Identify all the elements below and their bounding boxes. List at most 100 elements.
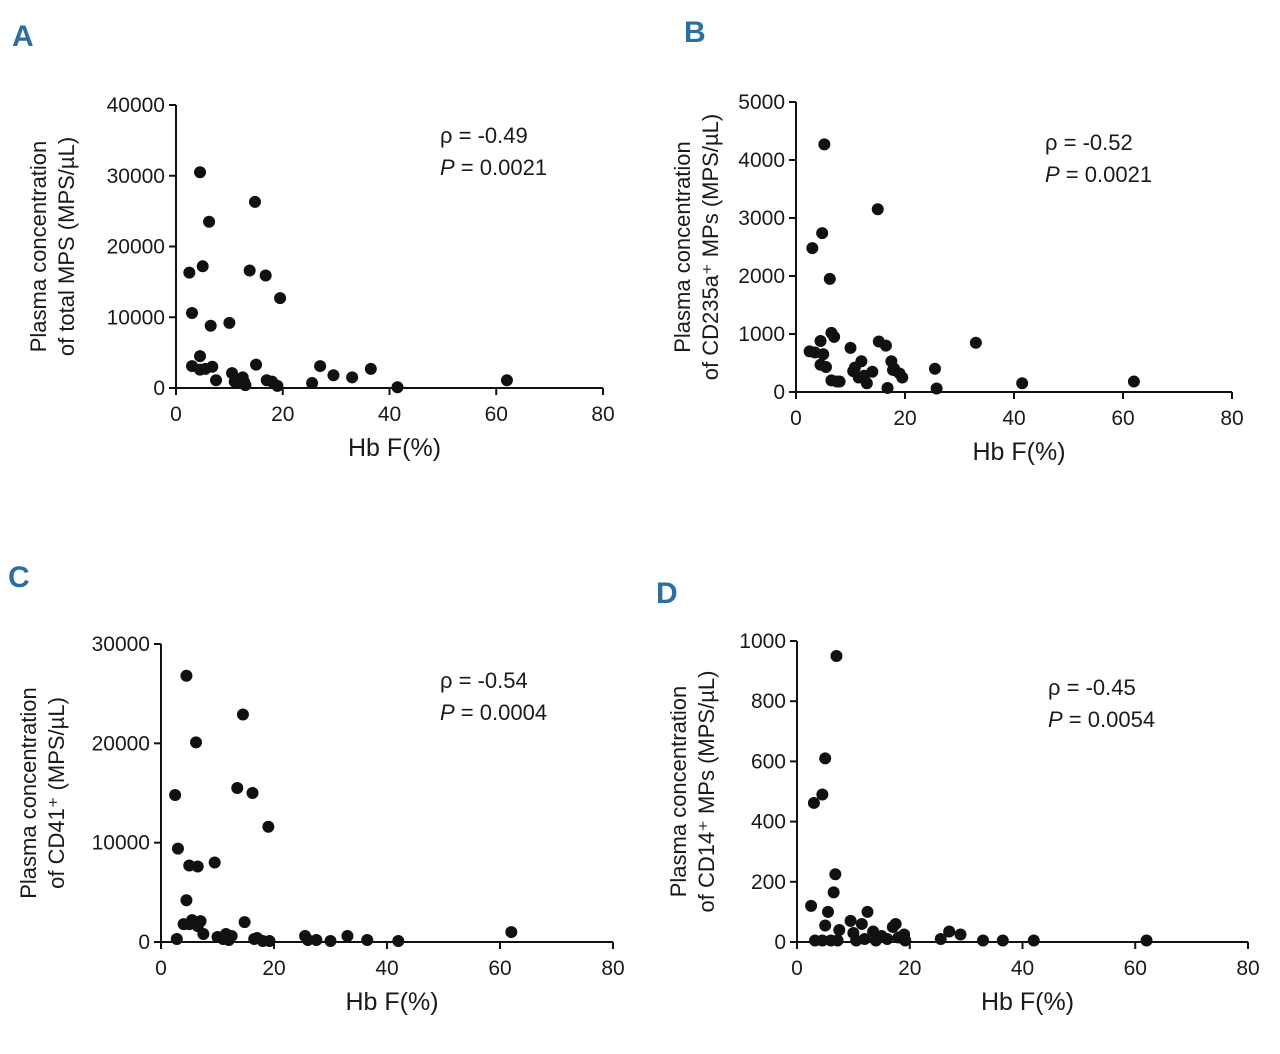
stat-p-number: = 0.0021 (455, 155, 547, 180)
y-axis-title: Plasma concentration of CD41⁺ (MPS/µL) (16, 687, 69, 899)
y-tick-label: 400 (751, 811, 786, 834)
stat-p-number: = 0.0004 (455, 700, 547, 725)
data-point (206, 360, 219, 373)
data-point (833, 375, 846, 388)
data-point (191, 860, 204, 873)
data-point (250, 358, 263, 371)
data-point (816, 934, 829, 947)
y-tick-label: 3000 (738, 207, 785, 230)
data-point (930, 382, 943, 395)
x-tick-label: 0 (791, 957, 803, 980)
data-point (1027, 934, 1040, 947)
data-point (860, 377, 873, 390)
y-tick-label: 5000 (738, 91, 785, 114)
data-point (866, 365, 879, 378)
x-tick-label: 40 (1002, 407, 1025, 430)
x-tick-label: 80 (1220, 407, 1243, 430)
data-point (806, 242, 819, 255)
data-point (858, 932, 871, 945)
data-point (208, 856, 221, 869)
data-point (238, 916, 251, 929)
stat-p-label: P (440, 700, 455, 725)
data-point (327, 369, 340, 382)
data-point (899, 934, 912, 947)
data-point (391, 381, 404, 394)
x-tick-label: 20 (262, 957, 285, 980)
data-point (310, 934, 323, 947)
x-tick-label: 40 (378, 403, 401, 426)
y-tick-label: 40000 (107, 94, 165, 117)
data-point (805, 899, 818, 912)
y-tick-label: 1000 (738, 323, 785, 346)
data-point (1140, 934, 1153, 947)
x-tick-label: 60 (1124, 957, 1147, 980)
stat-rho: ρ = -0.45 (1048, 675, 1136, 700)
scatter-panel-c: C 0 20 40 60 80 0 10000 20000 30000 Hb F(%) Plasma … (8, 561, 625, 1016)
y-tick-label: 4000 (738, 149, 785, 172)
data-point (819, 752, 832, 765)
data-point (274, 292, 287, 305)
data-point (361, 934, 374, 947)
data-point (197, 928, 210, 941)
y-tick-label: 30000 (92, 633, 150, 656)
data-point (225, 930, 238, 943)
stat-p-label: P (440, 155, 455, 180)
data-point (183, 266, 196, 279)
stat-p-number: = 0.0021 (1060, 162, 1152, 187)
data-point (500, 374, 513, 387)
data-point (889, 917, 902, 930)
data-point (879, 339, 892, 352)
stat-p-value: P = 0.0021 (440, 155, 547, 180)
y-axis-title-line2: of CD41⁺ (MPS/µL) (44, 697, 69, 889)
data-point (243, 264, 256, 277)
data-point (246, 787, 259, 799)
x-tick-label: 0 (790, 407, 802, 430)
y-tick-label: 800 (751, 690, 786, 713)
data-point (392, 935, 405, 948)
data-point (324, 935, 337, 948)
data-point (170, 933, 183, 946)
data-point (830, 650, 843, 663)
data-point (881, 381, 894, 394)
data-point (823, 272, 836, 285)
data-point (816, 227, 829, 240)
data-point (210, 374, 223, 387)
y-tick-label: 10000 (92, 832, 150, 855)
stat-p-label: P (1048, 707, 1063, 732)
data-point (871, 203, 884, 216)
x-axis-title: Hb F(%) (348, 434, 441, 462)
data-point (231, 782, 244, 795)
x-tick-label: 80 (601, 957, 624, 980)
data-point (934, 932, 947, 945)
data-point (186, 307, 199, 320)
y-axis-title-line2: of total MPS (MPS/µL) (54, 137, 79, 356)
data-point (301, 934, 314, 947)
data-point (833, 923, 846, 936)
data-point (239, 379, 252, 392)
data-point (271, 379, 284, 392)
data-point (346, 371, 359, 384)
x-axis-title: Hb F(%) (345, 988, 438, 1016)
stat-p-value: P = 0.0021 (1045, 162, 1152, 187)
y-axis-title: Plasma concentration of CD235a⁺ MPs (MPS/… (670, 114, 723, 380)
stat-p-number: = 0.0054 (1063, 707, 1155, 732)
data-point (180, 669, 193, 682)
y-tick-label: 0 (773, 381, 785, 404)
x-tick-label: 20 (893, 407, 916, 430)
data-point (1127, 375, 1140, 388)
data-point (996, 934, 1009, 947)
data-point (171, 842, 184, 855)
y-axis-title: Plasma concentration of CD14⁺ MPs (MPS/µL… (666, 671, 719, 913)
stat-rho: ρ = -0.52 (1045, 130, 1133, 155)
x-tick-label: 20 (898, 957, 921, 980)
y-tick-label: 10000 (107, 306, 165, 329)
data-point (827, 886, 840, 899)
data-point (263, 935, 276, 948)
y-tick-label: 1000 (739, 630, 786, 653)
panel-label: B (684, 16, 706, 49)
y-tick-label: 30000 (107, 165, 165, 188)
y-tick-label: 0 (138, 931, 150, 954)
panel-label: C (8, 561, 30, 594)
y-axis-title-line1: Plasma concentration (666, 686, 691, 898)
data-point (204, 319, 217, 332)
